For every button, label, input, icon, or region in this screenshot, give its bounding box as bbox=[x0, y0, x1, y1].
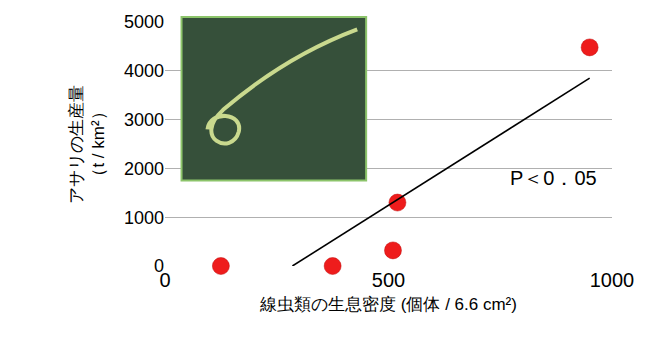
svg-text:4000: 4000 bbox=[124, 61, 164, 81]
svg-text:線虫類の生息密度 (個体 / 6.6 cm²): 線虫類の生息密度 (個体 / 6.6 cm²) bbox=[259, 295, 517, 314]
svg-text:P＜0．05: P＜0．05 bbox=[510, 167, 597, 189]
svg-text:5000: 5000 bbox=[124, 12, 164, 32]
svg-text:1000: 1000 bbox=[124, 208, 164, 228]
svg-text:3000: 3000 bbox=[124, 110, 164, 130]
svg-text:0: 0 bbox=[159, 269, 170, 291]
svg-text:0: 0 bbox=[154, 256, 164, 276]
svg-text:1000: 1000 bbox=[590, 269, 635, 291]
svg-text:アサリの生産量（t / km²）: アサリの生産量（t / km²） bbox=[67, 85, 108, 204]
svg-text:500: 500 bbox=[372, 269, 405, 291]
svg-text:2000: 2000 bbox=[124, 159, 164, 179]
